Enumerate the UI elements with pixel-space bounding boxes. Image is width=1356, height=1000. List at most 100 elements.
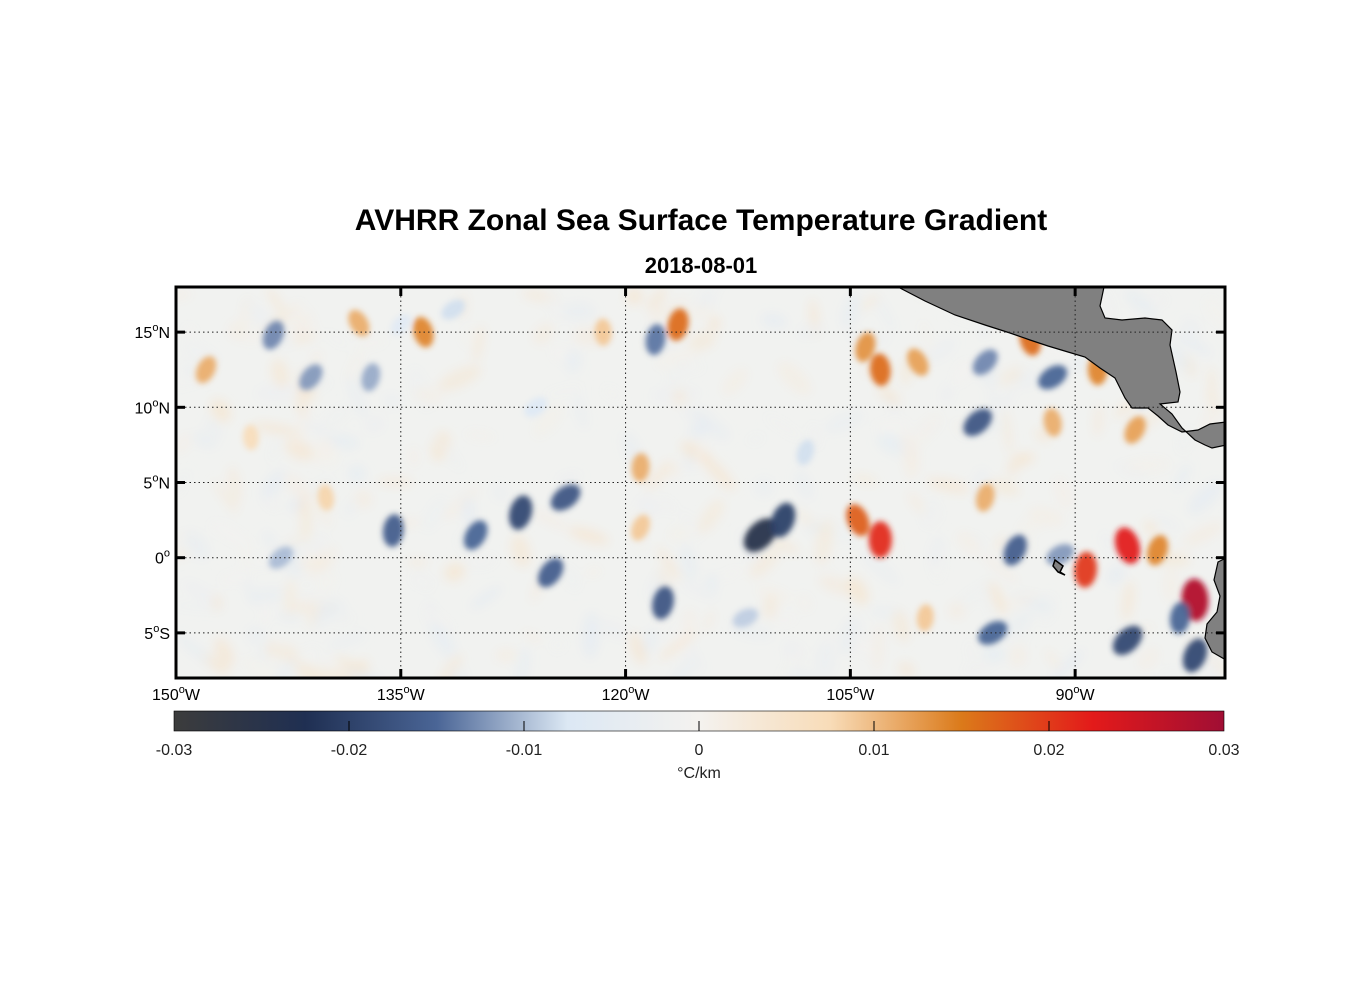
- texture-blob: [439, 653, 463, 678]
- texture-blob: [818, 575, 855, 595]
- gradient-feature: [1038, 365, 1068, 390]
- texture-blob: [492, 485, 508, 501]
- texture-blob: [263, 531, 276, 550]
- texture-blob: [798, 324, 824, 337]
- colorbar-tick-label: -0.03: [156, 742, 193, 759]
- texture-blob: [655, 346, 700, 369]
- texture-blob: [213, 480, 238, 515]
- texture-blob: [307, 608, 319, 628]
- texture-blob: [701, 454, 735, 491]
- gradient-feature: [855, 332, 876, 362]
- texture-blob: [556, 472, 581, 484]
- texture-blob: [1138, 647, 1159, 670]
- texture-blob: [308, 535, 327, 553]
- texture-blob: [873, 624, 884, 672]
- texture-blob: [176, 290, 192, 301]
- texture-blob: [1123, 457, 1170, 474]
- frame-ticks: [174, 287, 1225, 678]
- texture-blob: [637, 497, 661, 515]
- texture-blob: [291, 409, 309, 453]
- gradient-feature: [972, 349, 998, 376]
- texture-blob: [344, 499, 357, 517]
- texture-blob: [665, 360, 692, 386]
- texture-blob: [242, 657, 282, 678]
- lat-tick-label: 10oN: [135, 397, 170, 417]
- texture-blob: [383, 394, 401, 408]
- texture-blob: [284, 537, 303, 547]
- texture-blob: [1002, 409, 1013, 454]
- texture-blob: [851, 475, 878, 484]
- texture-blob: [269, 432, 282, 463]
- texture-blob: [815, 642, 835, 678]
- texture-blob: [1013, 612, 1028, 641]
- texture-blob: [176, 603, 219, 611]
- gradient-feature: [770, 502, 796, 538]
- gradient-feature: [262, 320, 285, 350]
- texture-blob: [797, 593, 813, 612]
- texture-blob: [755, 585, 792, 602]
- gradient-feature: [1169, 601, 1191, 634]
- texture-blob: [951, 359, 976, 385]
- texture-blob: [271, 359, 289, 388]
- texture-blob: [285, 438, 314, 461]
- texture-blob: [242, 300, 277, 332]
- texture-blob: [961, 662, 994, 674]
- colorbar-ticks: -0.03 -0.02 -0.01 0 0.01 0.02 0.03: [156, 721, 1240, 759]
- texture-blob: [327, 632, 367, 649]
- texture-blob: [1146, 292, 1168, 305]
- texture-blob: [948, 602, 965, 619]
- texture-blob: [1122, 580, 1135, 621]
- gradient-feature: [524, 397, 548, 418]
- texture-blob: [409, 446, 419, 467]
- texture-blob: [722, 368, 748, 396]
- texture-blob: [989, 479, 1020, 495]
- texture-blob: [246, 324, 271, 345]
- texture-blob: [470, 586, 502, 610]
- gradient-feature: [1043, 408, 1062, 437]
- gradient-feature: [508, 495, 533, 530]
- texture-blob: [324, 331, 349, 349]
- texture-blob: [898, 661, 915, 678]
- texture-blob: [839, 617, 859, 655]
- texture-blob: [354, 490, 373, 509]
- gradient-feature: [463, 520, 488, 550]
- gradient-feature: [195, 356, 217, 384]
- texture-blob: [495, 648, 518, 662]
- texture-blob: [957, 584, 991, 609]
- texture-blob: [923, 497, 936, 525]
- lon-tick-label: 105oW: [826, 684, 875, 704]
- texture-blob: [764, 414, 803, 441]
- texture-blob: [815, 519, 834, 566]
- texture-blob: [183, 324, 197, 342]
- texture-blob: [1153, 514, 1181, 532]
- texture-blob: [433, 435, 463, 471]
- texture-blob: [661, 460, 680, 477]
- texture-blob: [908, 492, 926, 514]
- texture-blob: [263, 495, 281, 511]
- texture-blob: [1044, 649, 1061, 670]
- texture-blob: [912, 412, 942, 447]
- gradient-feature: [631, 514, 650, 541]
- texture-blob: [659, 631, 697, 661]
- gradient-feature: [796, 439, 815, 466]
- texture-blob: [776, 647, 805, 678]
- texture-blob: [184, 359, 192, 380]
- lat-tick-label: 0o: [155, 548, 170, 568]
- gradient-feature: [978, 620, 1008, 645]
- texture-blob: [982, 645, 1006, 663]
- texture-blob: [899, 431, 920, 475]
- texture-blob: [983, 578, 995, 624]
- texture-blob: [877, 385, 901, 406]
- texture-blob: [284, 474, 310, 499]
- texture-blob: [550, 637, 567, 653]
- gradient-feature: [631, 453, 650, 482]
- texture-blob: [689, 422, 709, 438]
- texture-blob: [901, 359, 912, 385]
- lon-tick-label: 135oW: [377, 684, 426, 704]
- texture-blob: [693, 438, 706, 471]
- texture-blob: [332, 614, 355, 625]
- gradient-feature: [299, 364, 323, 391]
- texture-blob: [205, 419, 223, 438]
- texture-blob: [731, 624, 773, 639]
